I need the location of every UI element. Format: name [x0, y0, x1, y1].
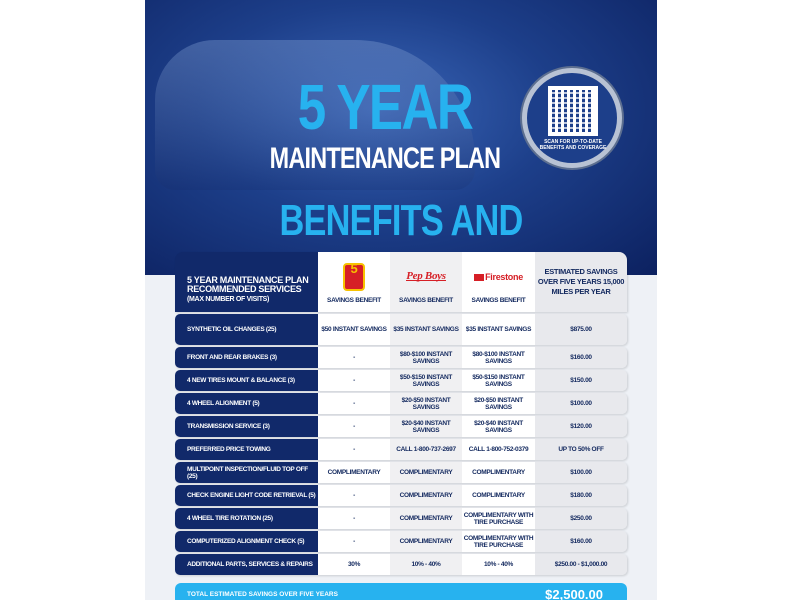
pepboys-benefit-cell: COMPLIMENTARY	[390, 508, 462, 529]
estimated-savings-cell: $250.00	[535, 508, 627, 529]
estimated-savings-cell: $875.00	[535, 314, 627, 345]
firestone-benefit-cell: $35 INSTANT SAVINGS	[462, 314, 535, 345]
firestone-benefit-cell: COMPLIMENTARY	[462, 485, 535, 506]
services-title: 5 YEAR MAINTENANCE PLAN RECOMMENDED SERV…	[187, 275, 309, 294]
pepboys-benefit-cell: 10% - 40%	[390, 554, 462, 575]
estimated-savings-cell: $160.00	[535, 531, 627, 552]
hero-banner: 5 YEAR MAINTENANCE PLAN SCAN FOR UP-TO-D…	[145, 0, 657, 275]
service-cell: 4 NEW TIRES MOUNT & BALANCE (3)	[175, 370, 318, 391]
car-photo	[155, 40, 475, 190]
total-value: $2,500.00	[545, 586, 603, 600]
estimated-savings-cell: $150.00	[535, 370, 627, 391]
estimated-savings-cell: $120.00	[535, 416, 627, 437]
table-header: 5 YEAR MAINTENANCE PLAN RECOMMENDED SERV…	[175, 252, 627, 312]
firestone-benefit-cell: $20-$40 INSTANT SAVINGS	[462, 416, 535, 437]
service-cell: CHECK ENGINE LIGHT CODE RETRIEVAL (5)	[175, 485, 318, 506]
firestone-logo: Firestone	[474, 272, 523, 281]
service-cell: ADDITIONAL PARTS, SERVICES & REPAIRS	[175, 554, 318, 575]
table-row: PREFERRED PRICE TOWING - CALL 1-800-737-26…	[175, 439, 627, 460]
qr-code-icon[interactable]	[548, 86, 598, 136]
header-label: SAVINGS BENEFIT	[471, 297, 526, 304]
take5-benefit-cell: 30%	[318, 554, 390, 575]
take5-benefit-cell: -	[318, 531, 390, 552]
pepboys-benefit-cell: $20-$50 INSTANT SAVINGS	[390, 393, 462, 414]
pepboys-benefit-cell: $35 INSTANT SAVINGS	[390, 314, 462, 345]
take5-benefit-cell: COMPLIMENTARY	[318, 462, 390, 483]
title-maintenance-plan: MAINTENANCE PLAN	[269, 142, 501, 175]
pepboys-benefit-cell: COMPLIMENTARY	[390, 462, 462, 483]
pepboys-benefit-cell: COMPLIMENTARY	[390, 485, 462, 506]
table-row: 4 NEW TIRES MOUNT & BALANCE (3) - $50-$150…	[175, 370, 627, 391]
service-cell: FRONT AND REAR BRAKES (3)	[175, 347, 318, 368]
estimated-savings-cell: $100.00	[535, 393, 627, 414]
qr-caption: SCAN FOR UP-TO-DATE BENEFITS AND COVERAG…	[539, 139, 607, 151]
take5-benefit-cell: $50 INSTANT SAVINGS	[318, 314, 390, 345]
table-row: COMPUTERIZED ALIGNMENT CHECK (5) - COMPLIM…	[175, 531, 627, 552]
take5-benefit-cell: -	[318, 439, 390, 460]
estimated-savings-cell: $100.00	[535, 462, 627, 483]
total-row: TOTAL ESTIMATED SAVINGS OVER FIVE YEARS …	[175, 583, 627, 600]
service-cell: MULTIPOINT INSPECTION/FLUID TOP OFF (25)	[175, 462, 318, 483]
firestone-header: Firestone SAVINGS BENEFIT	[462, 252, 535, 312]
table-row: CHECK ENGINE LIGHT CODE RETRIEVAL (5) - CO…	[175, 485, 627, 506]
take5-benefit-cell: -	[318, 508, 390, 529]
table-row: TRANSMISSION SERVICE (3) - $20-$40 INSTANT…	[175, 416, 627, 437]
pepboys-logo: Pep Boys	[406, 270, 446, 282]
firestone-benefit-cell: CALL 1-800-752-0379	[462, 439, 535, 460]
pepboys-benefit-cell: COMPLIMENTARY	[390, 531, 462, 552]
pepboys-benefit-cell: $20-$40 INSTANT SAVINGS	[390, 416, 462, 437]
service-cell: 4 WHEEL TIRE ROTATION (25)	[175, 508, 318, 529]
total-label: TOTAL ESTIMATED SAVINGS OVER FIVE YEARS	[187, 590, 338, 598]
table-row: SYNTHETIC OIL CHANGES (25) $50 INSTANT SA…	[175, 314, 627, 345]
service-cell: TRANSMISSION SERVICE (3)	[175, 416, 318, 437]
firestone-benefit-cell: COMPLIMENTARY WITH TIRE PURCHASE	[462, 508, 535, 529]
firestone-benefit-cell: $80-$100 INSTANT SAVINGS	[462, 347, 535, 368]
estimated-savings-cell: UP TO 50% OFF	[535, 439, 627, 460]
firestone-benefit-cell: $50-$150 INSTANT SAVINGS	[462, 370, 535, 391]
take5-benefit-cell: -	[318, 485, 390, 506]
pepboys-benefit-cell: $80-$100 INSTANT SAVINGS	[390, 347, 462, 368]
pepboys-benefit-cell: CALL 1-800-737-2697	[390, 439, 462, 460]
estimated-savings-cell: $250.00 - $1,000.00	[535, 554, 627, 575]
take5-benefit-cell: -	[318, 370, 390, 391]
table-row: FRONT AND REAR BRAKES (3) - $80-$100 INSTA…	[175, 347, 627, 368]
estimated-savings-cell: $160.00	[535, 347, 627, 368]
take5-header: 5 SAVINGS BENEFIT	[318, 252, 390, 312]
services-note: (MAX NUMBER OF VISITS)	[187, 296, 270, 303]
table-row: 4 WHEEL TIRE ROTATION (25) - COMPLIMENTARY…	[175, 508, 627, 529]
table-row: ADDITIONAL PARTS, SERVICES & REPAIRS 30% 1…	[175, 554, 627, 575]
take5-benefit-cell: -	[318, 347, 390, 368]
table-row: MULTIPOINT INSPECTION/FLUID TOP OFF (25)…	[175, 462, 627, 483]
take5-logo: 5	[343, 262, 365, 291]
service-cell: PREFERRED PRICE TOWING	[175, 439, 318, 460]
service-cell: 4 WHEEL ALIGNMENT (5)	[175, 393, 318, 414]
flyer: 5 YEAR MAINTENANCE PLAN SCAN FOR UP-TO-D…	[145, 0, 657, 600]
pepboys-benefit-cell: $50-$150 INSTANT SAVINGS	[390, 370, 462, 391]
service-cell: SYNTHETIC OIL CHANGES (25)	[175, 314, 318, 345]
pepboys-header: Pep Boys SAVINGS BENEFIT	[390, 252, 462, 312]
firestone-benefit-cell: COMPLIMENTARY WITH TIRE PURCHASE	[462, 531, 535, 552]
title-5-year: 5 YEAR	[297, 71, 474, 143]
service-cell: COMPUTERIZED ALIGNMENT CHECK (5)	[175, 531, 318, 552]
header-label: SAVINGS BENEFIT	[327, 297, 381, 304]
firestone-benefit-cell: COMPLIMENTARY	[462, 462, 535, 483]
header-label: SAVINGS BENEFIT	[399, 297, 453, 304]
services-header: 5 YEAR MAINTENANCE PLAN RECOMMENDED SERV…	[175, 252, 318, 312]
table-row: 4 WHEEL ALIGNMENT (5) - $20-$50 INSTANT SA…	[175, 393, 627, 414]
qr-badge[interactable]: SCAN FOR UP-TO-DATE BENEFITS AND COVERAG…	[522, 68, 622, 168]
estimated-savings-cell: $180.00	[535, 485, 627, 506]
benefits-table: 5 YEAR MAINTENANCE PLAN RECOMMENDED SERV…	[175, 252, 627, 577]
estimate-header: ESTIMATED SAVINGS OVER FIVE YEARS 15,000…	[535, 252, 627, 312]
firestone-benefit-cell: 10% - 40%	[462, 554, 535, 575]
take5-benefit-cell: -	[318, 393, 390, 414]
take5-benefit-cell: -	[318, 416, 390, 437]
firestone-benefit-cell: $20-$50 INSTANT SAVINGS	[462, 393, 535, 414]
